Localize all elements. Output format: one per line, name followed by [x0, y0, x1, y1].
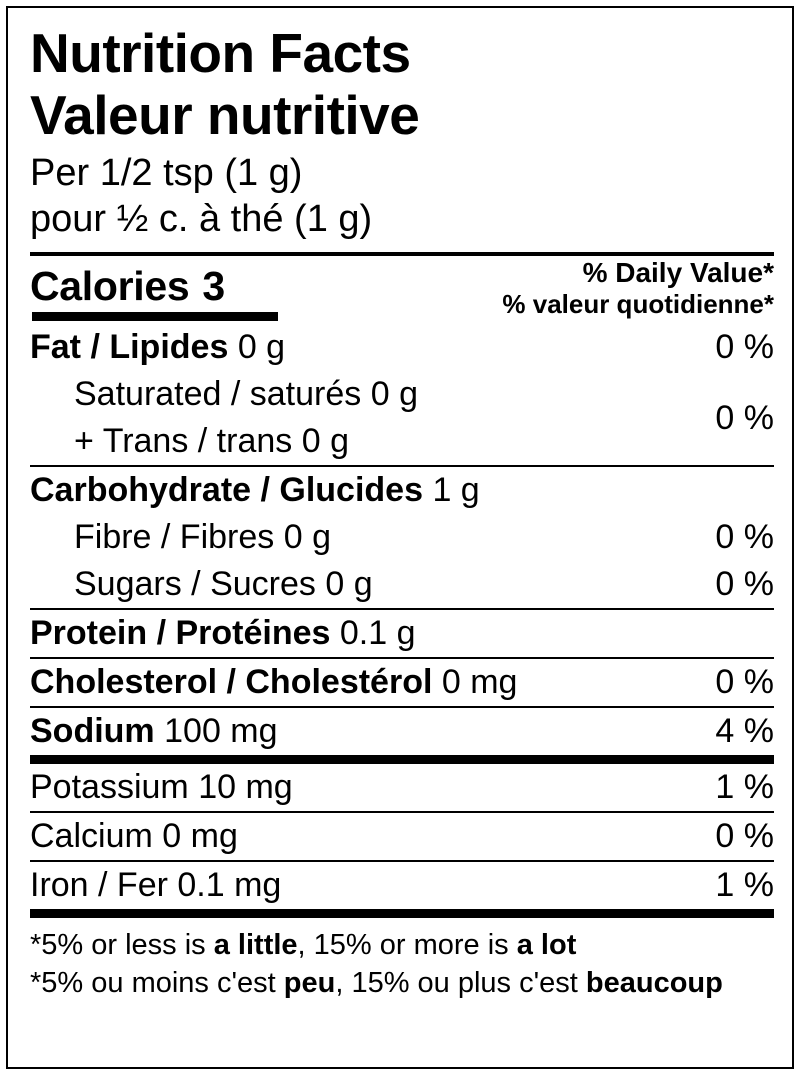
row-name-sodium: Sodium	[30, 712, 155, 750]
row-value-potassium: 10 mg	[198, 768, 293, 806]
table-row-saturated-trans: Saturated / saturés 0 g + Trans / trans …	[30, 371, 774, 465]
footnote-english: *5% or less is a little, 15% or more is …	[30, 926, 774, 964]
row-dv-cholesterol: 0 %	[715, 663, 774, 701]
footnote-fr-part1: *5% ou moins c'est	[30, 967, 284, 999]
row-value-trans: 0 g	[301, 422, 349, 460]
rule-below-calcium	[30, 860, 774, 862]
row-name-calcium: Calcium	[30, 817, 153, 855]
row-dv-sodium: 4 %	[715, 712, 774, 750]
row-label-sugars: Sugars / Sucres 0 g	[30, 561, 373, 608]
row-name-saturated: Saturated / saturés	[74, 375, 362, 413]
rule-below-serving	[30, 252, 774, 256]
daily-value-header-french: % valeur quotidienne*	[502, 289, 774, 319]
row-name-cholesterol: Cholesterol / Cholestérol	[30, 663, 433, 701]
row-name-trans: + Trans / trans	[74, 422, 293, 460]
table-row-fibre: Fibre / Fibres 0 g 0 %	[30, 514, 774, 561]
row-name-fibre: Fibre / Fibres	[74, 518, 275, 556]
footnote-en-bold2: a lot	[516, 929, 577, 961]
footnote-fr-bold2: beaucoup	[585, 967, 723, 999]
row-value-sugars: 0 g	[325, 565, 373, 603]
row-dv-fibre: 0 %	[715, 518, 774, 556]
calories-section: Calories 3 % Daily Value* % valeur quotid…	[30, 256, 774, 324]
row-value-protein: 0.1 g	[339, 614, 416, 652]
row-label-calcium: Calcium 0 mg	[30, 813, 238, 860]
row-label-carbohydrate: Carbohydrate / Glucides 1 g	[30, 467, 480, 514]
rule-below-iron	[30, 909, 774, 918]
table-row-cholesterol: Cholesterol / Cholestérol 0 mg 0 %	[30, 659, 774, 706]
calories-underline	[32, 312, 278, 321]
label-content: Nutrition Facts Valeur nutritive Per 1/2…	[30, 22, 774, 1002]
row-label-trans: + Trans / trans 0 g	[30, 418, 418, 465]
row-dv-sugars: 0 %	[715, 565, 774, 603]
row-value-saturated: 0 g	[370, 375, 418, 413]
table-row-iron: Iron / Fer 0.1 mg 1 %	[30, 862, 774, 909]
row-label-fibre: Fibre / Fibres 0 g	[30, 514, 331, 561]
row-label-sodium: Sodium 100 mg	[30, 708, 278, 755]
row-value-sodium: 100 mg	[164, 712, 278, 750]
daily-value-header-english: % Daily Value*	[582, 257, 774, 288]
row-value-carbohydrate: 1 g	[432, 471, 480, 509]
table-row-sugars: Sugars / Sucres 0 g 0 %	[30, 561, 774, 608]
table-row-sodium: Sodium 100 mg 4 %	[30, 708, 774, 755]
calories-line: Calories 3	[30, 262, 225, 310]
calories-value: 3	[202, 263, 226, 309]
row-name-iron: Iron / Fer	[30, 866, 168, 904]
row-dv-saturated-trans: 0 %	[715, 398, 774, 437]
footnote-en-bold1: a little	[213, 929, 298, 961]
row-value-calcium: 0 mg	[162, 817, 238, 855]
row-label-iron: Iron / Fer 0.1 mg	[30, 862, 281, 909]
row-dv-fat: 0 %	[715, 328, 774, 366]
row-name-sugars: Sugars / Sucres	[74, 565, 316, 603]
table-row-fat: Fat / Lipides 0 g 0 %	[30, 324, 774, 371]
footnote-fr-part2: , 15% ou plus c'est	[335, 967, 586, 999]
row-label-cholesterol: Cholesterol / Cholestérol 0 mg	[30, 659, 517, 706]
row-value-fat: 0 g	[237, 328, 286, 366]
daily-value-header: % Daily Value* % valeur quotidienne*	[502, 256, 774, 320]
row-value-cholesterol: 0 mg	[441, 663, 518, 701]
row-dv-calcium: 0 %	[715, 817, 774, 855]
table-row-carbohydrate: Carbohydrate / Glucides 1 g	[30, 467, 774, 514]
row-value-iron: 0.1 mg	[177, 866, 282, 904]
row-dv-potassium: 1 %	[715, 768, 774, 806]
saturated-trans-labels: Saturated / saturés 0 g + Trans / trans …	[30, 371, 418, 465]
row-label-potassium: Potassium 10 mg	[30, 764, 293, 811]
serving-size-english: Per 1/2 tsp (1 g)	[30, 152, 303, 194]
row-name-potassium: Potassium	[30, 768, 189, 806]
row-name-fat: Fat / Lipides	[30, 328, 229, 366]
label-title-french: Valeur nutritive	[30, 84, 420, 146]
rule-below-cholesterol	[30, 706, 774, 708]
footnote-fr-bold1: peu	[283, 967, 336, 999]
row-label-protein: Protein / Protéines 0.1 g	[30, 610, 415, 657]
rule-below-protein	[30, 657, 774, 659]
table-row-calcium: Calcium 0 mg 0 %	[30, 813, 774, 860]
rule-below-fat-group	[30, 465, 774, 467]
row-name-protein: Protein / Protéines	[30, 614, 331, 652]
rule-below-carb-group	[30, 608, 774, 610]
table-row-protein: Protein / Protéines 0.1 g	[30, 610, 774, 657]
footnote-en-part2: , 15% or more is	[297, 929, 517, 961]
table-row-potassium: Potassium 10 mg 1 %	[30, 764, 774, 811]
label-border: Nutrition Facts Valeur nutritive Per 1/2…	[6, 6, 794, 1069]
calories-label: Calories	[30, 263, 190, 309]
serving-size-french: pour ½ c. à thé (1 g)	[30, 198, 373, 240]
row-name-carbohydrate: Carbohydrate / Glucides	[30, 471, 423, 509]
row-dv-iron: 1 %	[715, 866, 774, 904]
footnote-french: *5% ou moins c'est peu, 15% ou plus c'es…	[30, 964, 774, 1002]
label-title-english: Nutrition Facts	[30, 22, 411, 84]
rule-below-sodium	[30, 755, 774, 764]
footnote-en-part1: *5% or less is	[30, 929, 214, 961]
row-label-fat: Fat / Lipides 0 g	[30, 324, 285, 371]
row-label-saturated: Saturated / saturés 0 g	[30, 371, 418, 418]
rule-below-potassium	[30, 811, 774, 813]
footnote-section: *5% or less is a little, 15% or more is …	[30, 926, 774, 1002]
row-value-fibre: 0 g	[283, 518, 331, 556]
